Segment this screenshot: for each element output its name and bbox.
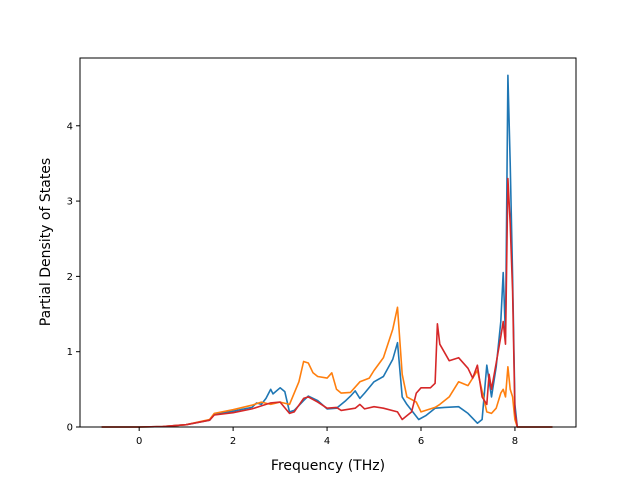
x-tick-label: 8	[512, 436, 518, 447]
x-axis-ticks: 0 2 4 6 8	[136, 427, 518, 447]
y-tick-label: 4	[67, 121, 73, 132]
x-tick-label: 6	[418, 436, 424, 447]
series-lines	[101, 74, 553, 428]
x-tick-label: 2	[230, 436, 236, 447]
y-tick-label: 0	[67, 423, 73, 434]
x-tick-label: 0	[136, 436, 142, 447]
y-tick-label: 2	[67, 272, 73, 283]
plot-frame	[79, 57, 577, 428]
y-tick-label: 1	[67, 347, 73, 358]
series-line-2	[101, 306, 553, 428]
y-axis-label: Partial Density of States	[38, 158, 54, 326]
y-tick-label: 3	[67, 197, 73, 208]
x-axis-label: Frequency (THz)	[271, 458, 385, 474]
x-tick-label: 4	[324, 436, 330, 447]
y-axis-ticks: 0 1 2 3 4	[67, 121, 80, 434]
series-line-3	[101, 177, 553, 428]
series-line-1	[101, 74, 553, 428]
